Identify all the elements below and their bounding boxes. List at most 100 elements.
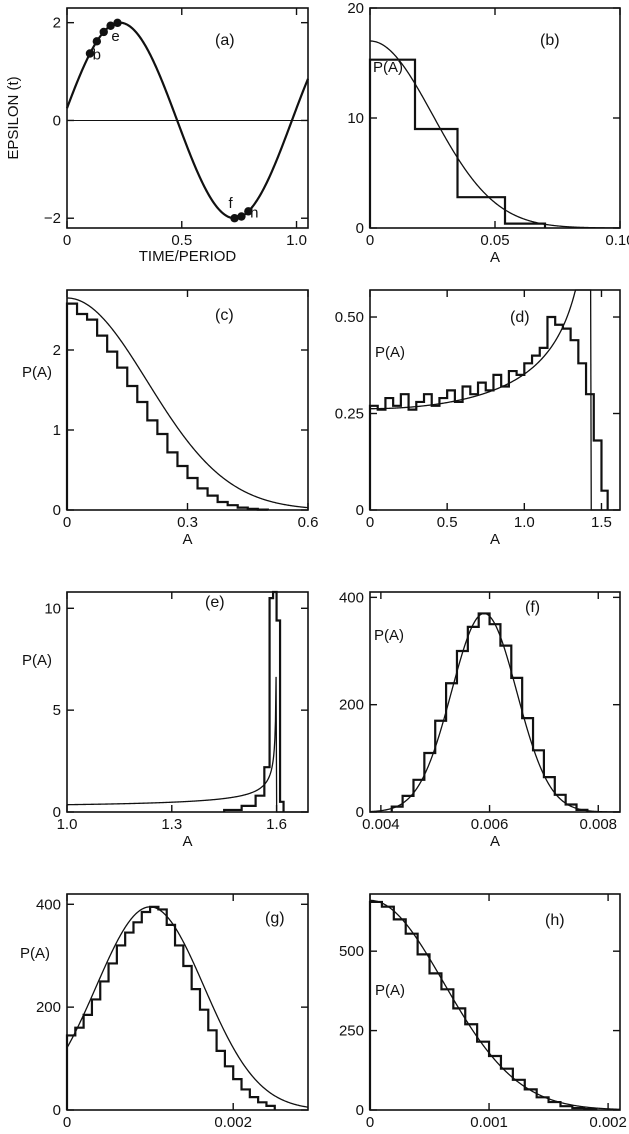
y-axis-title: P(A) <box>22 652 52 669</box>
y-tick-label: 0 <box>53 502 61 519</box>
panel-label: (e) <box>205 594 225 611</box>
x-axis-title: A <box>490 249 500 266</box>
plot-frame <box>66 7 309 229</box>
panel-f: 0.004 0.006 0.008 0 200 400 (f) A P(A) <box>339 589 621 850</box>
fit-curve <box>66 297 309 509</box>
data-point <box>237 212 246 221</box>
fit-curve <box>67 676 308 813</box>
x-tick-label: 0.001 <box>470 1114 508 1131</box>
x-axis-title: A <box>490 1131 500 1134</box>
x-axis-title: A <box>182 1131 192 1134</box>
panel-label: (f) <box>525 599 540 616</box>
y-axis-title: P(A) <box>20 945 50 962</box>
point-label: e <box>111 28 119 45</box>
y-tick-label: 0 <box>356 220 364 237</box>
x-tick-label: 0.5 <box>437 514 458 531</box>
y-tick-label: 0.50 <box>335 309 364 326</box>
y-tick-label: 400 <box>36 896 61 913</box>
panel-e: 1.0 1.3 1.6 0 5 10 (e) A P(A) <box>22 590 309 850</box>
fit-curve <box>369 40 621 229</box>
y-tick-label: 250 <box>339 1023 364 1040</box>
data-point <box>85 49 95 58</box>
point-label: f <box>228 195 233 212</box>
histogram-series <box>65 905 276 1110</box>
series-line <box>65 21 310 220</box>
panel-label: (h) <box>545 912 565 929</box>
x-tick-label: 0.05 <box>480 232 509 249</box>
y-tick-label: 0 <box>356 1102 364 1119</box>
panel-c: 0 0.3 0.6 0 1 2 (c) A P(A) <box>22 289 318 548</box>
x-tick-label: 0.002 <box>589 1114 627 1131</box>
y-tick-label: 200 <box>36 999 61 1016</box>
x-tick-label: 0.002 <box>214 1114 252 1131</box>
panel-g: 0 0.002 0 200 400 (g) A P(A) <box>20 893 309 1134</box>
x-tick-label: 0.004 <box>362 816 400 833</box>
histogram-series <box>65 302 269 511</box>
fit-curve <box>370 289 620 511</box>
x-axis-title: TIME/PERIOD <box>139 248 237 265</box>
panel-b: 0 0.05 0.10 0 10 20 (b) A P(A) <box>347 0 629 266</box>
histogram-series <box>368 58 547 228</box>
histogram-series <box>368 900 598 1111</box>
y-axis-title: EPSILON (t) <box>5 76 22 159</box>
x-tick-label: 1.3 <box>161 816 182 833</box>
y-axis-title: P(A) <box>373 59 403 76</box>
panel-d: 0 0.5 1.0 1.5 0 0.25 0.50 (d) A P(A) <box>335 289 621 548</box>
x-axis-title: A <box>490 833 500 850</box>
x-tick-label: 0.3 <box>177 514 198 531</box>
panel-label: (g) <box>265 910 285 927</box>
x-tick-label: 0 <box>63 514 71 531</box>
x-tick-label: 0.008 <box>579 816 617 833</box>
y-tick-label: 2 <box>53 15 61 32</box>
x-tick-label: 0 <box>366 232 374 249</box>
x-tick-label: 0.10 <box>605 232 629 249</box>
plot-frame <box>369 591 621 813</box>
panel-h: 0 0.001 0.002 0 250 500 (h) A P(A) <box>339 893 627 1134</box>
x-tick-label: 0 <box>63 232 71 249</box>
x-tick-label: 1.0 <box>57 816 78 833</box>
data-point <box>113 18 122 28</box>
panel-label: (c) <box>215 307 234 324</box>
panel-label: (b) <box>540 32 560 49</box>
y-tick-label: 0 <box>53 804 61 821</box>
y-tick-label: 0.25 <box>335 406 364 423</box>
x-axis-title: A <box>182 531 192 548</box>
data-point <box>92 37 102 46</box>
y-tick-label: 5 <box>53 702 61 719</box>
panel-label: (d) <box>510 309 530 326</box>
x-tick-label: 1.0 <box>286 232 307 249</box>
y-tick-label: 20 <box>347 0 364 17</box>
data-point <box>99 27 108 37</box>
x-tick-label: 1.0 <box>514 514 535 531</box>
y-axis-title: P(A) <box>22 364 52 381</box>
fit-curve <box>66 906 309 1108</box>
x-axis-title: A <box>182 833 192 850</box>
x-axis-title: A <box>490 531 500 548</box>
y-tick-label: 500 <box>339 943 364 960</box>
plot-frame <box>66 591 309 813</box>
x-tick-label: 0 <box>366 1114 374 1131</box>
y-tick-label: 200 <box>339 697 364 714</box>
data-point <box>230 214 239 223</box>
y-tick-label: 400 <box>339 589 364 606</box>
panel-label: (a) <box>215 32 235 49</box>
x-tick-label: 0 <box>63 1114 71 1131</box>
fit-curve <box>369 612 621 813</box>
y-tick-label: 0 <box>356 804 364 821</box>
y-tick-label: 0 <box>53 112 61 129</box>
y-tick-label: 10 <box>44 600 61 617</box>
y-tick-label: 0 <box>356 502 364 519</box>
point-label: b <box>93 46 101 63</box>
histogram-series <box>368 315 609 510</box>
plot-frame <box>369 7 621 229</box>
fit-curve <box>369 899 621 1110</box>
x-tick-label: 0.5 <box>171 232 192 249</box>
plot-frame <box>369 289 621 511</box>
y-tick-label: −2 <box>44 210 61 227</box>
x-tick-label: 1.6 <box>266 816 287 833</box>
y-tick-label: 0 <box>53 1102 61 1119</box>
data-point <box>244 207 253 216</box>
y-axis-title: P(A) <box>374 627 404 644</box>
